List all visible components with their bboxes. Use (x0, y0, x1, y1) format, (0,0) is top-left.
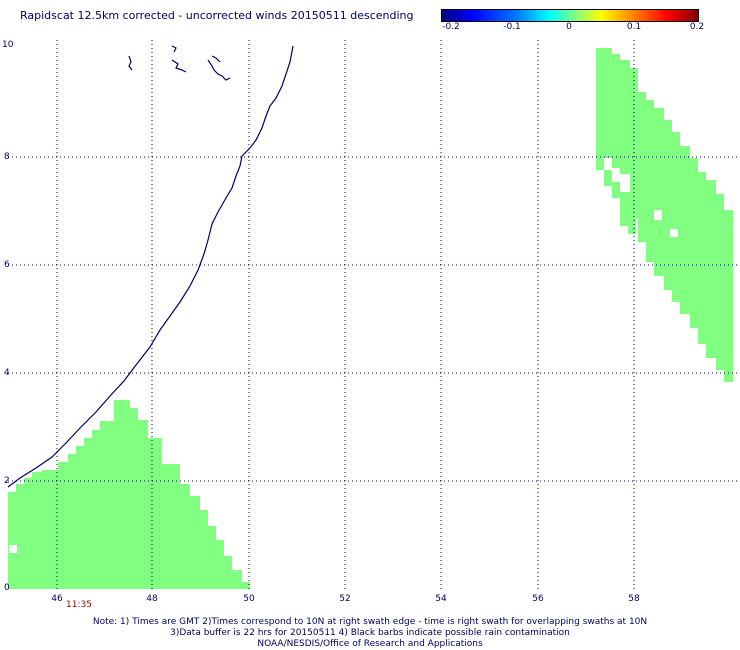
x-tick-label: 58 (628, 594, 640, 604)
colorbar (441, 9, 699, 22)
footnote-line-1: Note: 1) Times are GMT 2)Times correspon… (92, 617, 648, 627)
x-tick-label: 46 (51, 594, 63, 604)
wind-swath-northeast (596, 48, 733, 382)
x-tick-label: 50 (243, 594, 255, 604)
y-tick-label: 2 (4, 476, 10, 486)
wind-swath-southwest (8, 400, 250, 589)
y-tick-label: 4 (4, 368, 10, 378)
colorbar-tick: 0.1 (626, 22, 642, 32)
y-tick-label: 0 (4, 583, 10, 593)
colorbar-tick: 0.2 (689, 22, 705, 32)
x-tick-label: 54 (435, 594, 447, 604)
coastline (7, 45, 294, 488)
footnote-credit: NOAA/NESDIS/Office of Research and Appli… (257, 639, 483, 649)
x-tick-label: 48 (146, 594, 158, 604)
footnote-line-2: 3)Data buffer is 22 hrs for 20150511 4) … (170, 628, 570, 638)
swath-gap (9, 545, 17, 553)
y-tick-label: 6 (4, 260, 10, 270)
swath-time-label: 11:35 (66, 600, 92, 610)
x-tick-label: 56 (532, 594, 544, 604)
x-tick-label: 52 (339, 594, 350, 604)
colorbar-tick: -0.1 (503, 22, 521, 32)
y-tick-label: 10 (2, 40, 14, 50)
colorbar-tick: -0.2 (442, 22, 460, 32)
swath-gaps (604, 158, 678, 237)
y-tick-label: 8 (4, 152, 10, 162)
colorbar-tick: 0 (566, 22, 572, 32)
map-title: Rapidscat 12.5km corrected - uncorrected… (20, 9, 414, 22)
